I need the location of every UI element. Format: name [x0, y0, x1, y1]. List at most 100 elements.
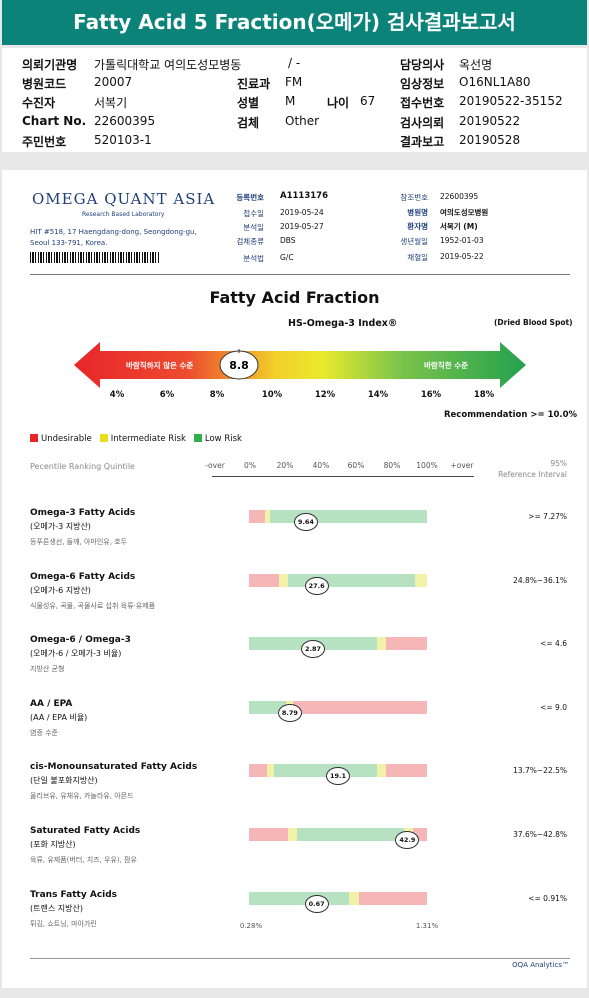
result-value-marker: 42.9 [395, 831, 420, 849]
result-value-marker: 0.67 [304, 894, 329, 913]
patient-label: 환자명 [407, 222, 428, 231]
risk-segment [249, 573, 280, 587]
dob-value: 1952-01-03 [440, 236, 484, 245]
index-value-label: 8.8 [229, 359, 249, 372]
reference-interval: 24.8%~36.1% [513, 575, 567, 585]
risk-segment [359, 891, 427, 905]
fatty-acid-korean-name: (AA / EPA 비율) [30, 712, 88, 722]
percentile-axis-label: 20% [276, 461, 294, 470]
barcode [30, 252, 160, 263]
request-date-label: 검사의뢰 [400, 116, 445, 130]
legend-low-risk: Low Risk [193, 434, 242, 444]
chart-subtitle: HS-Omega-3 Index® [288, 318, 398, 329]
risk-segment [249, 700, 287, 714]
lab-tagline: Research Based Laboratory [82, 211, 165, 218]
percentile-axis-label: +over [450, 461, 474, 470]
fatty-acid-korean-name: (오메가-3 지방산) [30, 522, 91, 531]
report-date-label: 결과보고 [400, 135, 445, 149]
bottom-axis-right: 1.31% [415, 922, 439, 930]
sex-value: M [285, 94, 296, 108]
chart-title: Fatty Acid Fraction [209, 288, 380, 307]
legend: Undesirable Intermediate Risk Low Risk [30, 434, 242, 444]
institution-label: 의뢰기관명 [22, 58, 78, 72]
risk-segment [249, 828, 289, 841]
analyzed-value: 2019-05-27 [280, 222, 324, 231]
patient-name-label: 수진자 [22, 96, 56, 110]
reference-interval: <= 4.6 [540, 639, 567, 649]
ref-no-value: 22600395 [440, 192, 479, 201]
fatty-acid-name: Omega-3 Fatty Acids [30, 508, 136, 518]
id-no-label: 주민번호 [22, 135, 67, 149]
fatty-acid-name: cis-Monounsaturated Fatty Acids [30, 762, 198, 773]
index-tick-label: 18% [473, 390, 495, 400]
clinical-value: O16NL1A80 [459, 75, 531, 89]
reg-no-value: A1113176 [280, 191, 328, 201]
risk-range-bar [249, 573, 427, 587]
percentile-axis-label: 0% [244, 461, 256, 470]
risk-segment [348, 891, 360, 905]
ref-heading-interval: Reference Interval [498, 470, 567, 479]
method-value: G/C [280, 253, 294, 262]
fatty-acid-sources: 지방산 균형 [30, 665, 65, 674]
risk-segment [265, 510, 271, 523]
hospital-code-value: 20007 [94, 75, 133, 89]
fatty-acid-sources: 염증 수준 [30, 728, 58, 737]
doctor-value: 옥선명 [459, 58, 493, 72]
risk-segment [249, 764, 267, 778]
index-gradient-arrow: 바람직하지 않은 수준 바람직한 수준 8.8 [74, 342, 526, 388]
received-value: 2019-05-24 [280, 208, 324, 217]
risk-segment [377, 764, 387, 778]
fatty-acid-name: Trans Fatty Acids [30, 889, 118, 900]
collected-value: 2019-05-22 [440, 252, 484, 261]
reference-interval: <= 9.0 [540, 702, 567, 712]
footer-brand: OQA Analytics™ [512, 961, 569, 969]
risk-segment [266, 764, 274, 778]
sample-note: (Dried Blood Spot) [494, 318, 573, 327]
patient-value: 서복기 (M) [440, 222, 478, 231]
index-tick-label: 8% [209, 390, 225, 400]
fatty-acid-sources: 튀김, 쇼트닝, 마아가린 [30, 919, 97, 928]
risk-segment [386, 764, 427, 778]
risk-segment [297, 828, 404, 841]
percentile-axis-label: 40% [312, 461, 330, 470]
receipt-value: 20190522-35152 [459, 94, 563, 108]
institution-value: 가톨릭대학교 여의도성모병동 [94, 58, 242, 72]
ref-no-label: 참조번호 [400, 193, 428, 202]
index-tick-label: 10% [261, 390, 283, 400]
fatty-acid-name: Saturated Fatty Acids [30, 826, 141, 836]
legend-undesirable: Undesirable [30, 434, 92, 444]
doctor-label: 담당의사 [400, 58, 445, 72]
bottom-axis-left: 0.28% [239, 922, 263, 930]
result-value-marker: 19.1 [326, 767, 350, 786]
report-sheet: OMEGA QUANT ASIA Research Based Laborato… [2, 170, 587, 988]
analyzed-label: 분석일 [243, 223, 264, 232]
result-value-marker: 9.64 [293, 513, 318, 531]
sample-type-label: 검체종류 [236, 237, 264, 246]
result-value-marker: 2.87 [301, 640, 326, 659]
fatty-acid-korean-name: (포화 지방산) [30, 840, 76, 849]
undesirable-level-label: 바람직하지 않은 수준 [126, 360, 193, 370]
age-label: 나이 [327, 96, 350, 110]
index-tick-label: 12% [314, 390, 336, 400]
dept-label: 진료과 [237, 77, 271, 91]
method-label: 분석법 [243, 254, 264, 263]
hospital-code-label: 병원코드 [22, 77, 67, 91]
fatty-acid-korean-name: (단일 불포화지방산) [30, 776, 98, 786]
risk-segment [273, 764, 378, 778]
reference-interval: 13.7%~22.5% [513, 766, 567, 776]
fatty-acid-name: Omega-6 Fatty Acids [30, 571, 136, 582]
sample-type-value: DBS [280, 236, 296, 245]
lab-address: HIT #518, 17 Haengdang-dong, Seongdong-g… [30, 228, 197, 247]
risk-segment [414, 573, 427, 587]
fatty-acid-korean-name: (오메가-6 / 오메가-3 비율) [30, 649, 122, 659]
risk-segment [386, 637, 427, 651]
risk-segment [377, 637, 387, 651]
desirable-level-label: 바람직한 수준 [424, 360, 468, 370]
fatty-acid-sources: 육류, 유제품(버터, 치즈, 우유), 팜유 [30, 856, 137, 864]
index-tick-label: 14% [367, 390, 389, 400]
index-tick-label: 4% [109, 390, 125, 400]
percentile-axis-line [212, 476, 474, 477]
percentile-axis-label: -over [205, 461, 225, 470]
risk-segment [288, 828, 298, 841]
reg-no-label: 등록번호 [236, 193, 264, 202]
